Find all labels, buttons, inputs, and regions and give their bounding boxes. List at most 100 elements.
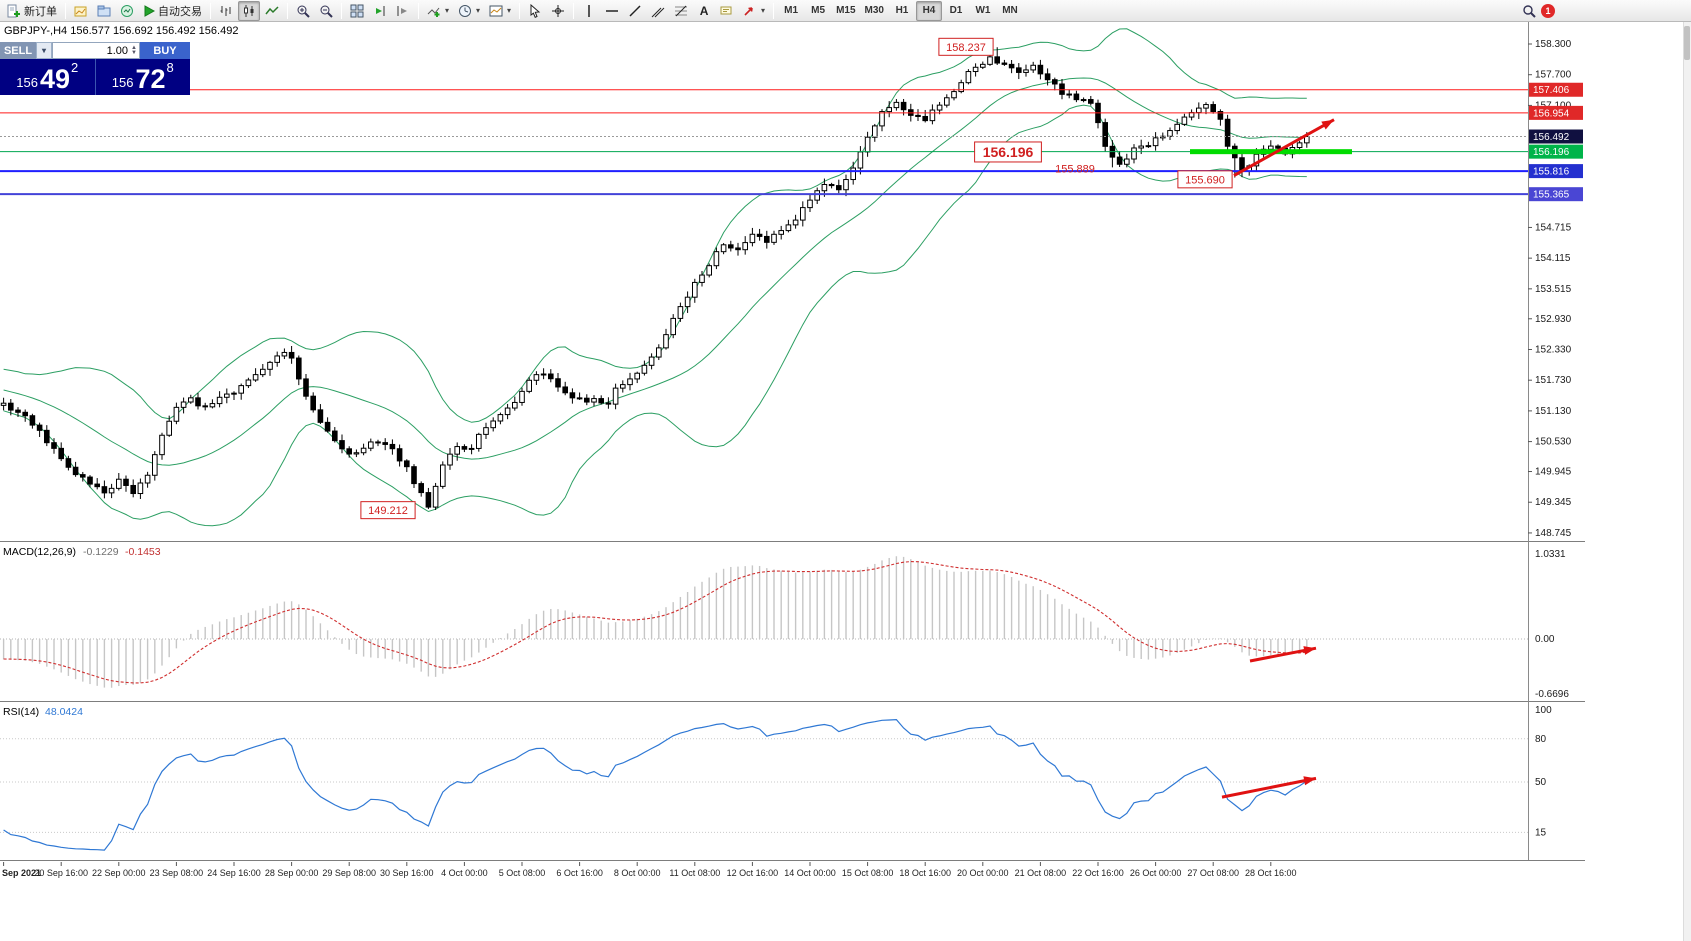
price-chart-canvas[interactable]: 158.237 156.196 155.889 155.690 149.212 158.3… (0, 22, 1691, 941)
macd-bar (780, 570, 782, 640)
candle (468, 444, 475, 455)
channel-tool[interactable] (647, 1, 669, 21)
timeframe-w1-button[interactable]: W1 (975, 5, 991, 16)
candle (699, 271, 705, 287)
chevron-down-icon: ▾ (761, 6, 766, 15)
volume-down-icon[interactable]: ▼ (131, 49, 137, 56)
candle (951, 88, 957, 101)
time-axis-label: 4 Oct 00:00 (441, 868, 488, 878)
price-axis[interactable]: 158.300157.700157.100154.715154.115153.5… (1528, 39, 1572, 539)
timeframe-h4-button[interactable]: H4 (915, 0, 942, 21)
volume-input[interactable]: 1.00 ▲ ▼ (52, 42, 140, 59)
scrollbar-thumb[interactable] (1684, 26, 1690, 60)
trend-arrow-main[interactable] (1233, 118, 1335, 177)
bollinger-bands (3, 28, 1307, 527)
profiles-button[interactable] (93, 1, 115, 21)
macd-bar (650, 614, 653, 640)
price-annotation-158.237[interactable]: 158.237 (938, 37, 994, 56)
candle (1152, 132, 1159, 151)
tile-windows-button[interactable] (346, 1, 368, 21)
price-annotation-149.212[interactable]: 149.212 (360, 501, 416, 520)
rsi-axis-label: 80 (1535, 734, 1547, 745)
candlestick-chart-button[interactable] (238, 0, 260, 21)
macd-bar (766, 568, 768, 640)
svg-text:156.196: 156.196 (1533, 147, 1570, 158)
svg-text:149.212: 149.212 (368, 505, 408, 517)
time-axis-label: 18 Oct 16:00 (899, 868, 951, 878)
vertical-scrollbar[interactable] (1683, 22, 1691, 941)
line-chart-button[interactable] (261, 1, 283, 21)
notification-badge[interactable]: 1 (1541, 3, 1555, 18)
price-annotation-155.889[interactable]: 155.889 (1055, 164, 1095, 176)
fibonacci-tool[interactable] (670, 1, 692, 21)
rsi-line (3, 718, 1308, 851)
candle (1167, 127, 1173, 141)
trendline-tool[interactable] (624, 1, 646, 21)
vertical-line-tool[interactable] (578, 1, 600, 21)
market-watch-button[interactable] (116, 1, 138, 21)
trend-arrow-rsi[interactable] (1221, 776, 1317, 799)
macd-bar (53, 639, 55, 670)
macd-bar (708, 577, 710, 640)
macd-histogram (2, 556, 1308, 688)
chevron-down-icon: ▾ (507, 6, 512, 15)
text-tool[interactable]: A (693, 1, 715, 21)
templates-button[interactable]: ▾ (485, 1, 515, 21)
candle (461, 444, 468, 453)
timeframe-d1-button[interactable]: D1 (949, 5, 963, 16)
volume-up-icon[interactable]: ▲ (131, 44, 137, 51)
zoom-out-icon (320, 5, 333, 18)
macd-bar (139, 639, 142, 683)
new-order-button[interactable]: 新订单 (3, 1, 61, 21)
macd-bar (881, 560, 883, 640)
zoom-in-button[interactable] (292, 1, 314, 21)
macd-bar (1054, 598, 1056, 640)
sell-price-big: 49 (39, 64, 70, 94)
macd-bar (269, 605, 271, 640)
candlestick-chart-icon (244, 4, 254, 17)
timeframe-m15-button[interactable]: M15 (836, 5, 856, 16)
macd-bar (809, 571, 811, 640)
candle (8, 399, 14, 416)
timeframe-h1-button[interactable]: H1 (895, 5, 909, 16)
candle (1073, 90, 1080, 103)
zoom-out-button[interactable] (315, 1, 337, 21)
timeframe-m30-button[interactable]: M30 (864, 5, 884, 16)
timeframe-m1-button[interactable]: M1 (784, 5, 799, 16)
green-highlight-segment[interactable] (1190, 149, 1352, 155)
timeframe-mn-button[interactable]: MN (1002, 5, 1018, 16)
buy-price[interactable]: 156 72 8 (96, 59, 191, 95)
trend-arrow-macd[interactable] (1249, 646, 1317, 663)
sell-price[interactable]: 156 49 2 (0, 59, 95, 95)
candle (922, 109, 929, 123)
timeframe-m5-button[interactable]: M5 (811, 5, 826, 16)
periods-button[interactable]: ▾ (454, 1, 484, 21)
macd-bar (1176, 639, 1178, 653)
chart-shift-button[interactable] (392, 1, 414, 21)
clock-icon (459, 4, 472, 17)
arrows-tool[interactable]: ▾ (739, 1, 769, 21)
price-annotation-155.690[interactable]: 155.690 (1177, 170, 1233, 189)
text-label-tool[interactable] (716, 1, 738, 21)
crosshair-button[interactable] (547, 1, 569, 21)
horizontal-line-tool[interactable] (601, 1, 623, 21)
search-button[interactable] (1518, 1, 1540, 21)
price-annotation-156.196[interactable]: 156.196 (974, 141, 1042, 163)
candle (598, 395, 605, 405)
new-chart-button[interactable] (70, 1, 92, 21)
price-axis-label: 152.930 (1535, 314, 1572, 325)
sell-button[interactable]: SELL (0, 42, 36, 59)
autotrading-button[interactable]: 自动交易 (139, 1, 206, 21)
order-type-dropdown[interactable]: ▾ (36, 42, 52, 59)
candle (735, 242, 741, 256)
volume-stepper[interactable]: ▲ ▼ (131, 44, 137, 56)
candle (404, 459, 410, 473)
time-axis-label: 28 Sep 00:00 (265, 868, 319, 878)
auto-scroll-button[interactable] (369, 1, 391, 21)
cursor-button[interactable] (524, 1, 546, 21)
buy-button[interactable]: BUY (140, 42, 190, 59)
level-price-box-155.816: 155.816 (1529, 164, 1583, 179)
bar-chart-button[interactable] (215, 1, 237, 21)
indicators-button[interactable]: ▾ (423, 1, 453, 21)
